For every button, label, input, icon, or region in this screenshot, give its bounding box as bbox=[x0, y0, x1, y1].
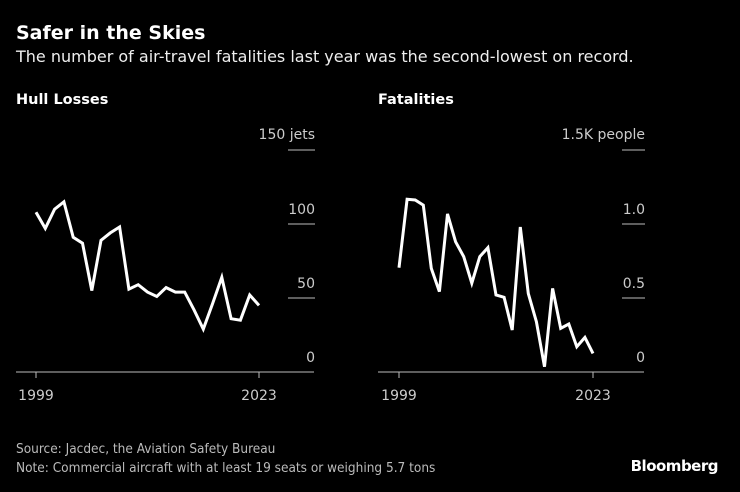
xtick-label: 2023 bbox=[241, 388, 277, 404]
ytick-label: 1.0 bbox=[623, 202, 645, 218]
chart-subtitle: The number of air-travel fatalities last… bbox=[16, 47, 634, 66]
xtick-label: 1999 bbox=[381, 388, 417, 404]
xtick-label: 1999 bbox=[18, 388, 54, 404]
chart-title: Safer in the Skies bbox=[16, 22, 206, 44]
fatalities-chart: 1.5K people 1.0 0.5 0 1999 2023 bbox=[378, 127, 645, 404]
ytick-label: 50 bbox=[297, 276, 315, 292]
source-note: Source: Jacdec, the Aviation Safety Bure… bbox=[16, 441, 276, 457]
ytick-label: 0 bbox=[636, 350, 645, 366]
hull-losses-title: Hull Losses bbox=[16, 92, 109, 108]
ytick-label: 1.5K people bbox=[562, 127, 645, 143]
footnote: Note: Commercial aircraft with at least … bbox=[16, 460, 436, 476]
hull-losses-chart: 150 jets 100 50 0 1999 2023 bbox=[16, 127, 315, 404]
series-line bbox=[34, 199, 261, 333]
bloomberg-logo: Bloomberg bbox=[630, 457, 719, 475]
ytick-label: 0.5 bbox=[623, 276, 645, 292]
xtick-label: 2023 bbox=[575, 388, 611, 404]
ytick-label: 0 bbox=[306, 350, 315, 366]
ytick-label: 100 bbox=[288, 202, 315, 218]
ytick-label: 150 jets bbox=[259, 127, 315, 143]
fatalities-title: Fatalities bbox=[378, 92, 454, 108]
series-line bbox=[397, 197, 595, 367]
